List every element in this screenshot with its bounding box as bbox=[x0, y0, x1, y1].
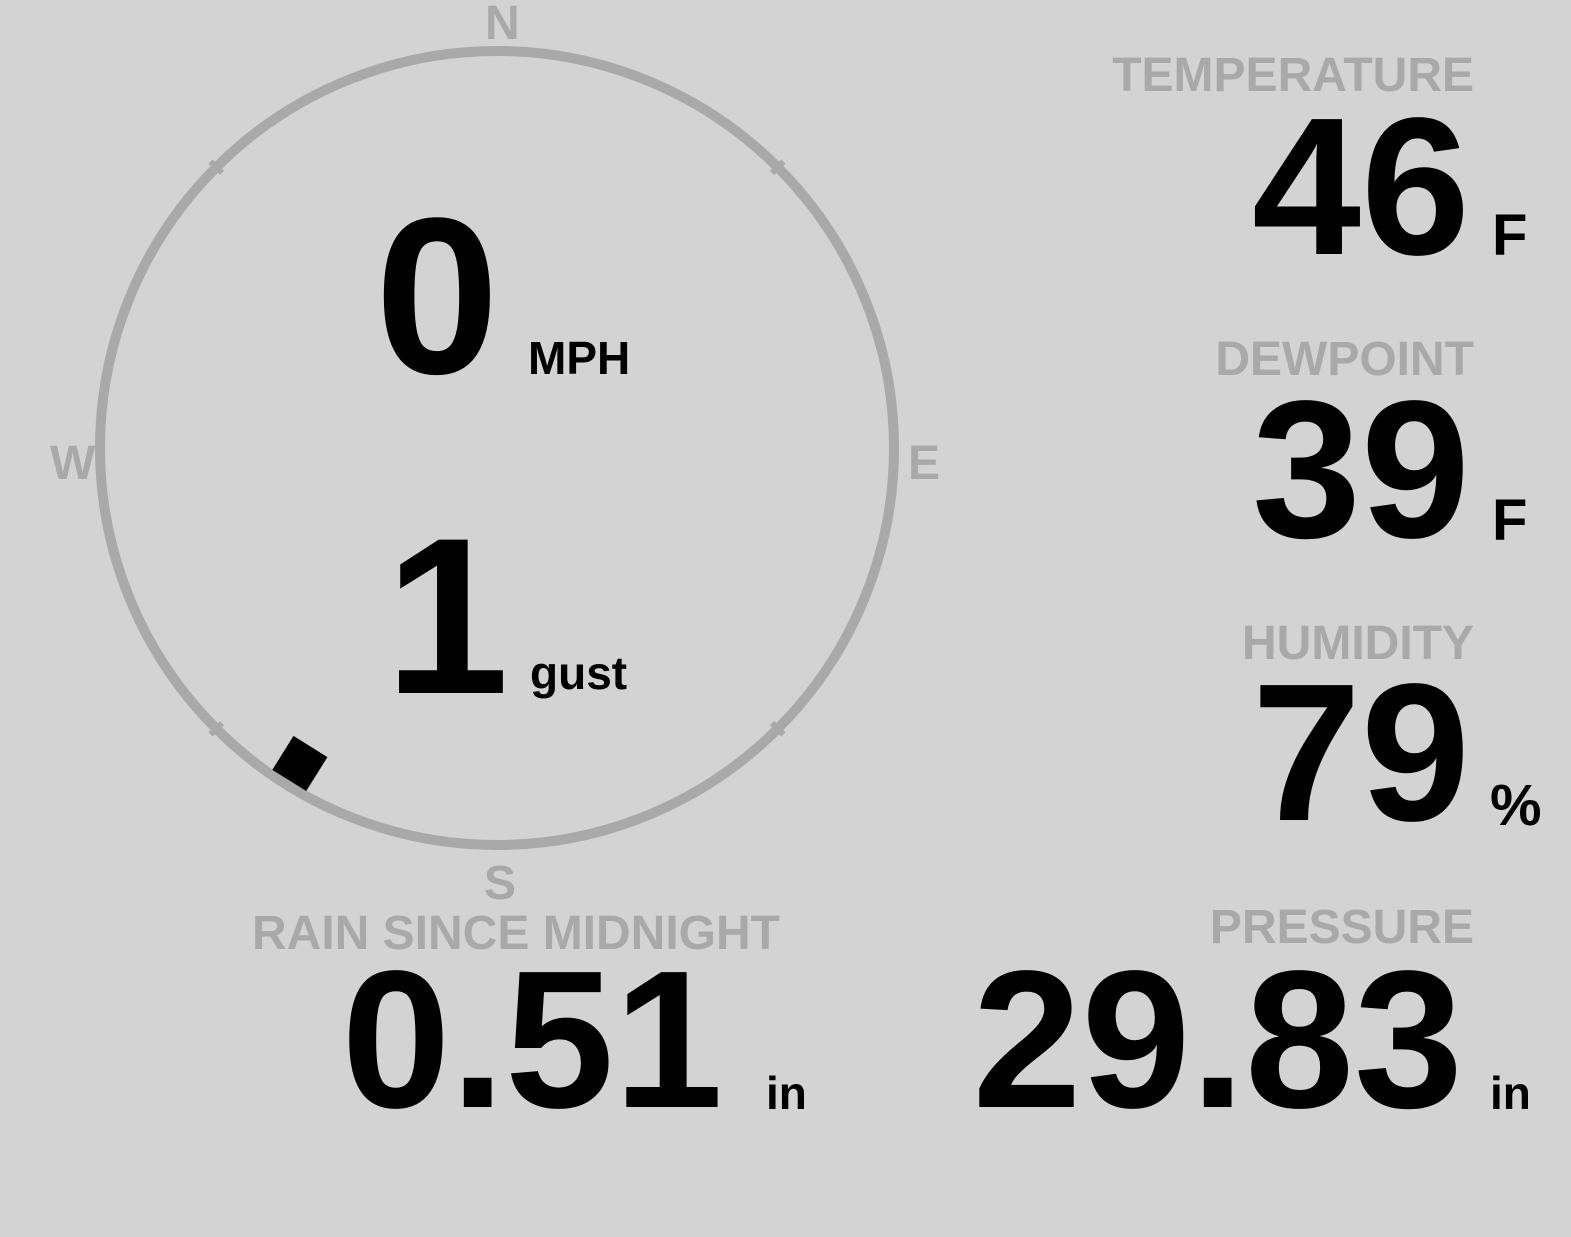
wind-gust-value: 1 bbox=[385, 492, 510, 741]
dewpoint-value: 39 bbox=[1251, 360, 1470, 579]
humidity-unit: % bbox=[1490, 773, 1542, 838]
wind-speed-unit: MPH bbox=[528, 332, 631, 384]
rain-unit: in bbox=[766, 1067, 807, 1119]
pressure-label: PRESSURE bbox=[1209, 901, 1474, 954]
humidity-value: 79 bbox=[1251, 643, 1470, 862]
compass-ring bbox=[95, 46, 899, 850]
compass-north-label: N bbox=[485, 0, 520, 50]
compass-tick bbox=[208, 159, 225, 176]
wind-speed-value: 0 bbox=[375, 172, 500, 421]
dewpoint-unit: F bbox=[1492, 488, 1528, 553]
wind-gust-label: gust bbox=[530, 647, 628, 699]
rain-label: RAIN SINCE MIDNIGHT bbox=[252, 907, 780, 960]
compass-west-label: W bbox=[50, 437, 96, 490]
compass-south-label: S bbox=[484, 857, 517, 910]
temperature-unit: F bbox=[1492, 203, 1528, 268]
temperature-label: TEMPERATURE bbox=[1112, 49, 1474, 102]
temperature-value: 46 bbox=[1251, 77, 1470, 296]
pressure-unit: in bbox=[1490, 1067, 1531, 1119]
wind-direction-marker bbox=[272, 735, 328, 792]
pressure-value: 29.83 bbox=[972, 930, 1463, 1149]
rain-value: 0.51 bbox=[341, 930, 723, 1149]
humidity-label: HUMIDITY bbox=[1242, 617, 1474, 670]
wind-compass bbox=[95, 46, 899, 850]
compass-tick bbox=[769, 720, 786, 737]
compass-east-label: E bbox=[908, 437, 941, 490]
dewpoint-label: DEWPOINT bbox=[1215, 333, 1474, 386]
compass-tick bbox=[769, 159, 786, 176]
compass-tick bbox=[208, 720, 225, 737]
compass-ticks bbox=[208, 159, 786, 737]
